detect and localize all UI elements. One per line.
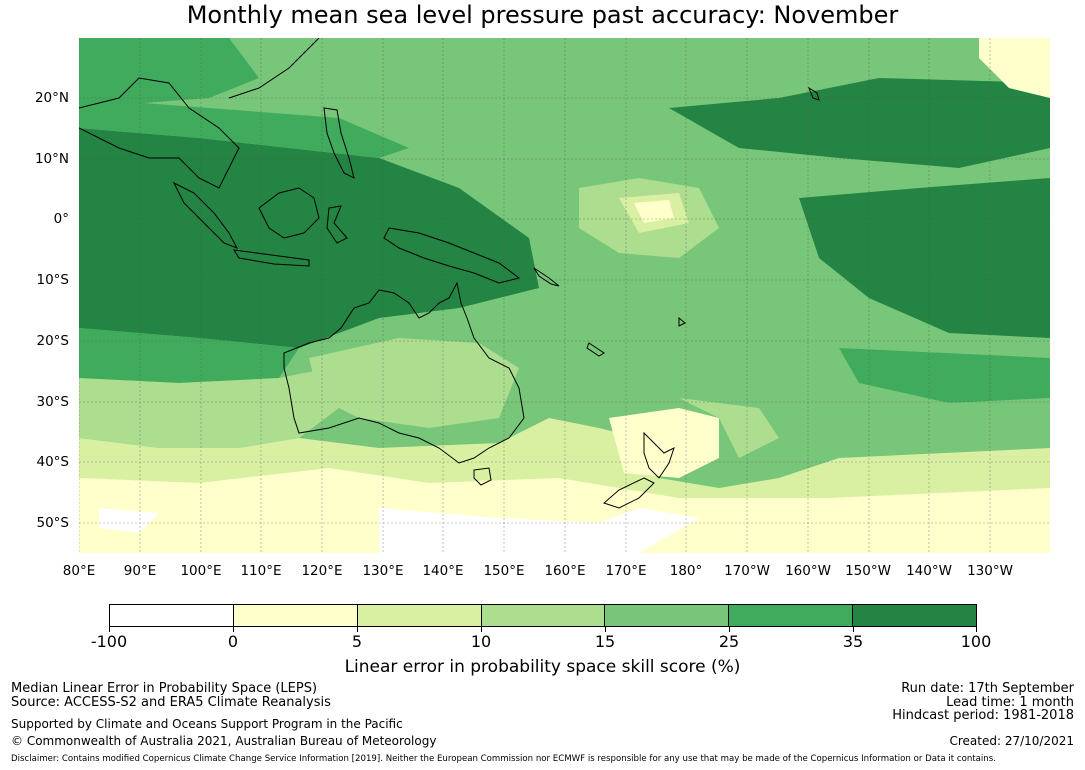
lead-time: Lead time: 1 month — [946, 695, 1074, 710]
sumatra-outline — [172, 181, 239, 249]
philippines-outline — [323, 107, 355, 179]
lon-label: 80°E — [62, 563, 96, 579]
map-title: Monthly mean sea level pressure past acc… — [186, 1, 899, 29]
solomon-islands — [533, 267, 560, 287]
colorbar-tick: 100 — [960, 632, 992, 651]
hawaii-islands — [807, 86, 820, 101]
fiji-islands — [678, 316, 686, 327]
source-text: Source: ACCESS-S2 and ERA5 Climate Reana… — [11, 695, 331, 710]
colorbar-tick: 15 — [594, 632, 616, 651]
lat-label: 50°S — [36, 515, 70, 531]
colorbar-tickmark — [729, 627, 730, 632]
se-asia-outline — [79, 77, 240, 189]
colorbar-segment — [605, 605, 730, 626]
hindcast-period: Hindcast period: 1981-2018 — [892, 708, 1074, 723]
new-guinea-outline — [383, 227, 521, 284]
new-caledonia — [586, 342, 605, 357]
colorbar-segment — [853, 605, 977, 626]
created-date: Created: 27/10/2021 — [949, 734, 1074, 748]
lon-label: 110°E — [240, 563, 282, 579]
colorbar-tick: -100 — [90, 632, 128, 651]
nz-north-island — [643, 431, 675, 479]
colorbar-tickmark — [853, 627, 854, 632]
colorbar-label: Linear error in probability space skill … — [344, 657, 741, 677]
graticule — [79, 38, 1050, 553]
colorbar-tickmark — [976, 627, 977, 632]
colorbar — [109, 604, 977, 627]
colorbar-tick: 5 — [351, 632, 363, 651]
support-text: Supported by Climate and Oceans Support … — [11, 717, 403, 731]
colorbar-segment — [110, 605, 234, 626]
colorbar-tickmark — [109, 627, 110, 632]
colorbar-tickmark — [605, 627, 606, 632]
lat-label: 40°S — [36, 454, 70, 470]
lon-label: 130°W — [967, 563, 1013, 579]
nz-south-island — [603, 477, 655, 509]
lat-label: 20°S — [36, 333, 70, 349]
colorbar-segment — [357, 605, 482, 626]
lon-label: 170°E — [605, 563, 647, 579]
lon-label: 130°E — [362, 563, 404, 579]
colorbar-tick: 10 — [470, 632, 492, 651]
lon-label: 140°W — [906, 563, 952, 579]
colorbar-tick: 35 — [842, 632, 864, 651]
lat-label: 10°S — [36, 272, 70, 288]
lon-label: 140°E — [422, 563, 464, 579]
disclaimer: Disclaimer: Contains modified Copernicus… — [11, 754, 996, 764]
lon-label: 160°E — [544, 563, 586, 579]
copyright-text: © Commonwealth of Australia 2021, Austra… — [11, 734, 437, 748]
java-outline — [233, 249, 310, 267]
colorbar-tick: 25 — [718, 632, 740, 651]
lat-label: 10°N — [34, 151, 69, 167]
lon-label: 180° — [669, 563, 703, 579]
lon-label: 120°E — [301, 563, 343, 579]
lon-label: 170°W — [724, 563, 770, 579]
lon-label: 160°W — [785, 563, 831, 579]
colorbar-segment — [481, 605, 606, 626]
lat-label: 20°N — [34, 90, 69, 106]
coastlines — [79, 38, 820, 509]
colorbar-segment — [233, 605, 358, 626]
borneo-outline — [258, 187, 320, 239]
run-date: Run date: 17th September — [901, 681, 1074, 696]
lon-label: 90°E — [123, 563, 157, 579]
china-coast — [228, 38, 320, 99]
colorbar-segment — [729, 605, 854, 626]
colorbar-tick: 0 — [227, 632, 239, 651]
lon-label: 100°E — [180, 563, 222, 579]
method-text: Median Linear Error in Probability Space… — [11, 681, 318, 696]
tasmania-outline — [473, 467, 492, 486]
colorbar-tickmark — [481, 627, 482, 632]
lon-label: 150°W — [845, 563, 891, 579]
lat-label: 0° — [53, 211, 69, 227]
lat-label: 30°S — [36, 394, 70, 410]
sulawesi-outline — [326, 205, 348, 244]
colorbar-tickmark — [233, 627, 234, 632]
skill-score-map — [79, 38, 1050, 553]
lon-label: 150°E — [483, 563, 525, 579]
australia-outline — [283, 281, 525, 464]
colorbar-tickmark — [357, 627, 358, 632]
